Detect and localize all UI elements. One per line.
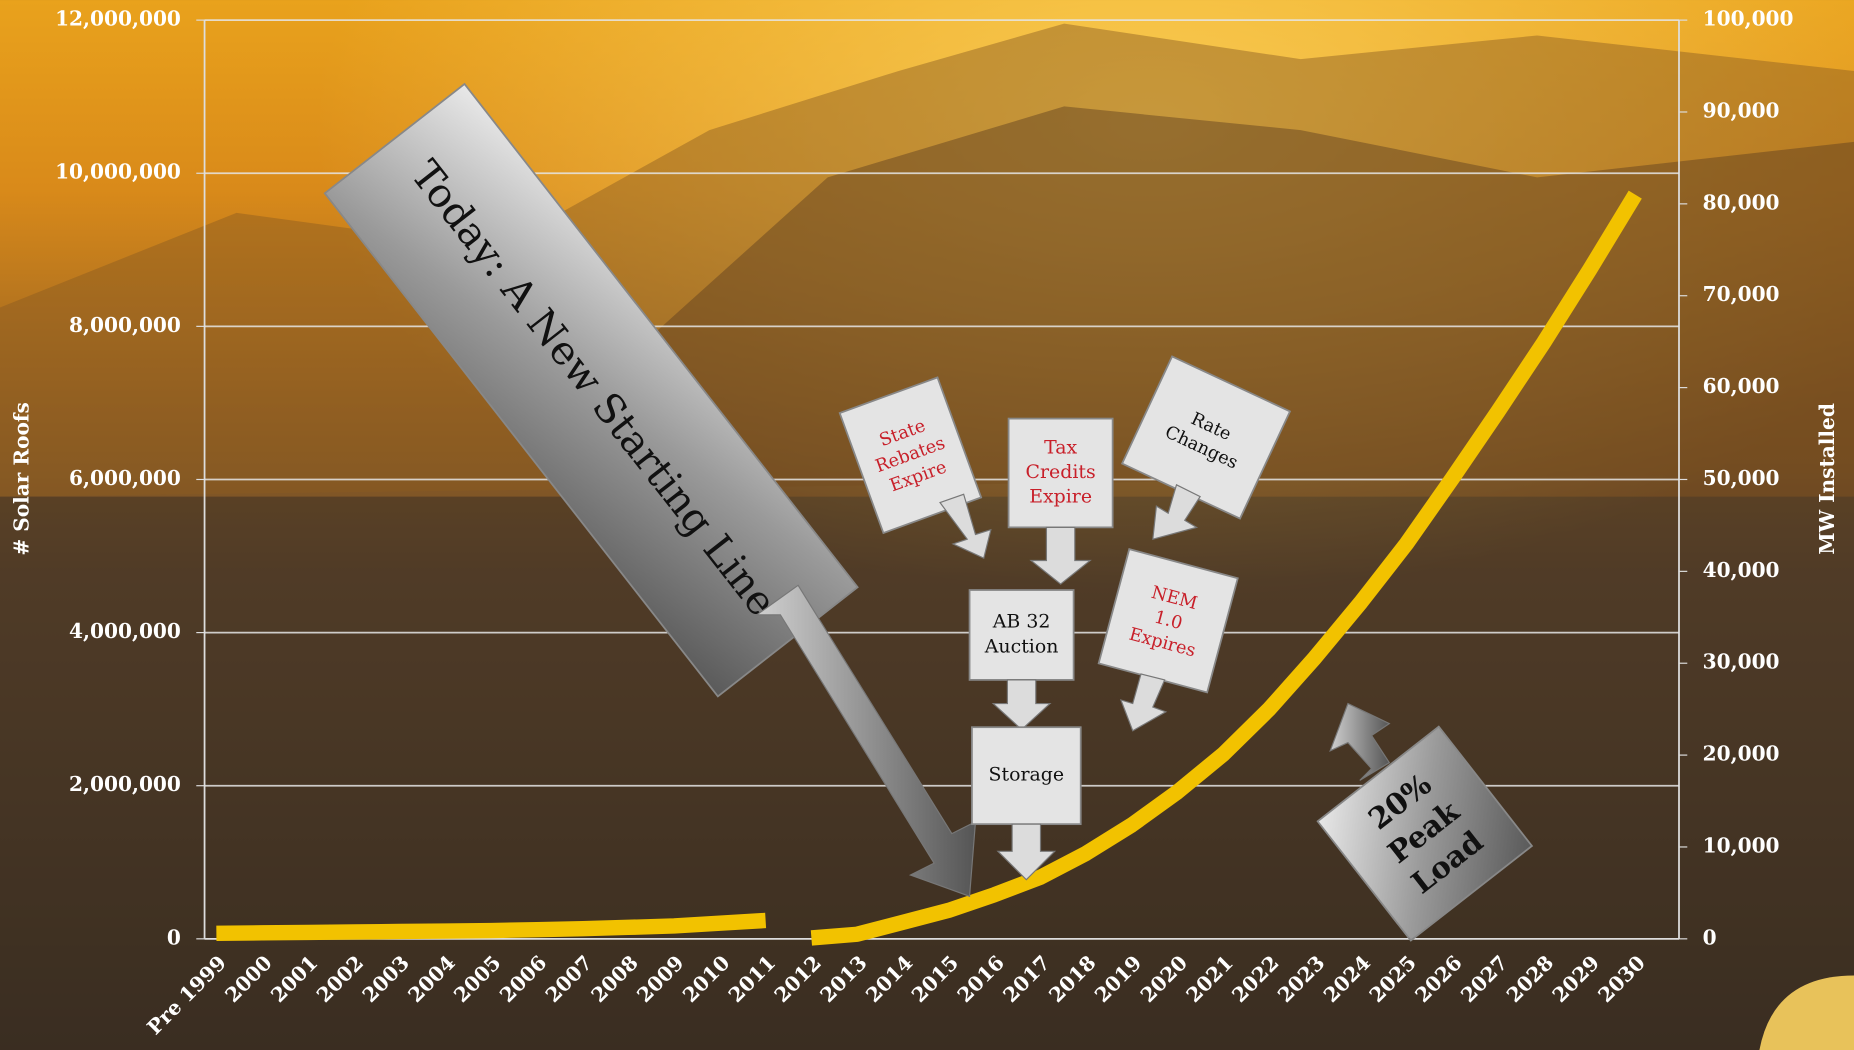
y-axis-title: # Solar Roofs bbox=[9, 402, 33, 555]
annotation-arrow bbox=[1329, 702, 1391, 781]
annotation-arrow bbox=[754, 584, 977, 898]
y-tick-label: 8,000,000 bbox=[69, 313, 181, 337]
y2-tick-label: 50,000 bbox=[1703, 466, 1780, 490]
y2-tick-label: 30,000 bbox=[1703, 650, 1780, 674]
y2-tick-label: 20,000 bbox=[1703, 742, 1780, 766]
annotation-arrow bbox=[1029, 526, 1092, 585]
annotation-box bbox=[1007, 417, 1114, 529]
hills bbox=[0, 23, 1854, 497]
annotation: Storage bbox=[971, 726, 1082, 826]
y2-tick-label: 0 bbox=[1703, 925, 1717, 949]
series-line bbox=[810, 190, 1642, 946]
annotation-box bbox=[323, 82, 859, 698]
annotation-arrow bbox=[1152, 483, 1201, 540]
annotation-arrow bbox=[939, 493, 992, 559]
annotation-box bbox=[1316, 725, 1534, 942]
y2-tick-label: 90,000 bbox=[1703, 98, 1780, 122]
y2-axis-title: MW Installed bbox=[1815, 403, 1839, 555]
water bbox=[0, 496, 1854, 1050]
y-tick-label: 10,000,000 bbox=[55, 160, 181, 184]
y2-tick-label: 60,000 bbox=[1703, 374, 1780, 398]
y-tick-label: 12,000,000 bbox=[55, 7, 181, 31]
annotation-text: Tax bbox=[1044, 436, 1077, 458]
y2-tick-label: 100,000 bbox=[1703, 7, 1794, 31]
annotation-arrow bbox=[1119, 673, 1168, 732]
y2-tick-label: 10,000 bbox=[1703, 833, 1780, 857]
annotation-arrow bbox=[996, 823, 1057, 881]
y-tick-label: 6,000,000 bbox=[69, 466, 181, 490]
annotation-box bbox=[968, 589, 1075, 681]
y-tick-label: 0 bbox=[167, 925, 181, 949]
annotation-text: AB 32 bbox=[992, 611, 1051, 633]
annotation: Tax Credits Expire bbox=[1007, 417, 1114, 529]
logo bbox=[1759, 975, 1854, 1050]
annotation-text: Credits bbox=[1026, 461, 1096, 483]
y2-tick-label: 80,000 bbox=[1703, 190, 1780, 214]
annotation-box bbox=[971, 726, 1082, 826]
y-tick-label: 4,000,000 bbox=[69, 619, 181, 643]
annotation-arrow bbox=[991, 679, 1052, 731]
annotation-box bbox=[838, 376, 983, 535]
y-tick-label: 2,000,000 bbox=[69, 772, 181, 796]
series-line bbox=[216, 912, 767, 942]
y2-tick-label: 70,000 bbox=[1703, 282, 1780, 306]
y2-tick-label: 40,000 bbox=[1703, 558, 1780, 582]
annotation-text: Expire bbox=[1029, 486, 1092, 508]
annotation-text: Storage bbox=[989, 764, 1065, 786]
annotation-text: Auction bbox=[984, 635, 1059, 657]
